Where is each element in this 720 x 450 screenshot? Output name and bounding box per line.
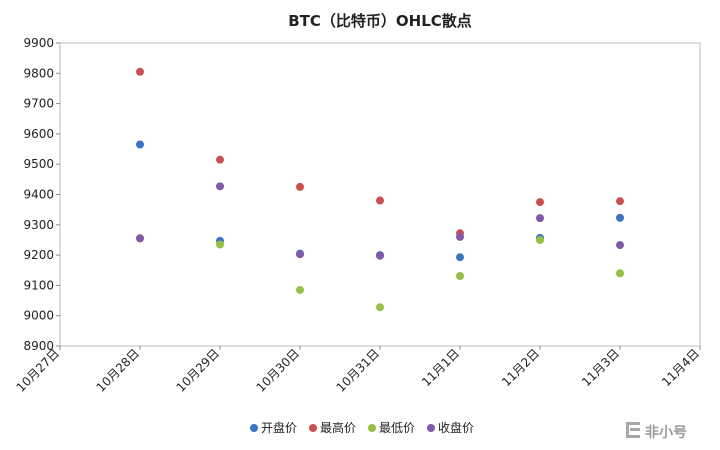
data-point (616, 213, 624, 222)
feixiaohao-logo-icon (626, 422, 640, 438)
data-point (296, 285, 304, 294)
x-tick-label: 10月28日 (94, 346, 142, 394)
x-tick-label: 11月3日 (579, 346, 622, 389)
x-tick-label: 10月27日 (14, 346, 62, 394)
plot-area (59, 42, 701, 347)
x-tick-label: 11月1日 (419, 346, 462, 389)
y-tick-label: 9500 (23, 157, 54, 171)
y-tick-label: 9100 (23, 278, 54, 292)
legend-label: 最高价 (320, 420, 356, 435)
y-tick-label: 9200 (23, 248, 54, 262)
legend-marker (250, 424, 258, 432)
data-point (616, 241, 624, 250)
data-points (136, 67, 624, 312)
legend: 开盘价 最高价 最低价 收盘价 (250, 420, 474, 435)
data-point (136, 140, 144, 149)
x-tick-label: 10月29日 (174, 346, 222, 394)
legend-label: 最低价 (379, 421, 415, 435)
y-axis-ticks: 8900 9000 9100 9200 9300 9400 9500 9600 9700 9800… (23, 36, 60, 353)
legend-label: 开盘价 (261, 420, 297, 435)
data-point (456, 272, 464, 281)
y-tick-label: 8900 (23, 339, 54, 353)
y-tick-label: 9800 (23, 66, 54, 80)
data-point (616, 269, 624, 278)
y-tick-label: 9400 (23, 188, 54, 202)
x-tick-label: 10月31日 (334, 346, 382, 394)
data-point (376, 196, 384, 205)
y-tick-label: 9700 (23, 97, 54, 111)
y-tick-label: 9300 (23, 218, 54, 232)
chart-title: BTC（比特币）OHLC散点 (288, 12, 472, 30)
x-tick-label: 11月2日 (499, 346, 542, 389)
legend-marker (309, 424, 317, 432)
x-tick-label: 10月30日 (254, 346, 302, 394)
data-point (136, 234, 144, 243)
y-tick-label: 9900 (23, 36, 54, 50)
x-tick-label: 11月4日 (659, 346, 702, 389)
data-point (536, 198, 544, 207)
data-point (376, 251, 384, 260)
data-point (456, 253, 464, 262)
data-point (536, 214, 544, 223)
legend-marker (368, 424, 376, 432)
plot-border (59, 42, 701, 347)
data-point (216, 182, 224, 191)
y-tick-label: 9600 (23, 127, 54, 141)
x-axis-ticks: 10月27日 10月28日 10月29日 10月30日 10月31日 11月1日 11月2日… (14, 346, 702, 395)
data-point (136, 67, 144, 76)
data-point (296, 182, 304, 191)
data-point (376, 303, 384, 312)
legend-label: 收盘价 (438, 420, 474, 435)
legend-marker (427, 424, 435, 432)
data-point (536, 235, 544, 244)
y-tick-label: 9000 (23, 309, 54, 323)
data-point (616, 197, 624, 206)
data-point (216, 155, 224, 164)
data-point (216, 240, 224, 249)
data-point (456, 232, 464, 241)
watermark-text: 非小号 (645, 424, 687, 441)
data-point (296, 250, 304, 259)
watermark: 非小号 (626, 422, 687, 441)
